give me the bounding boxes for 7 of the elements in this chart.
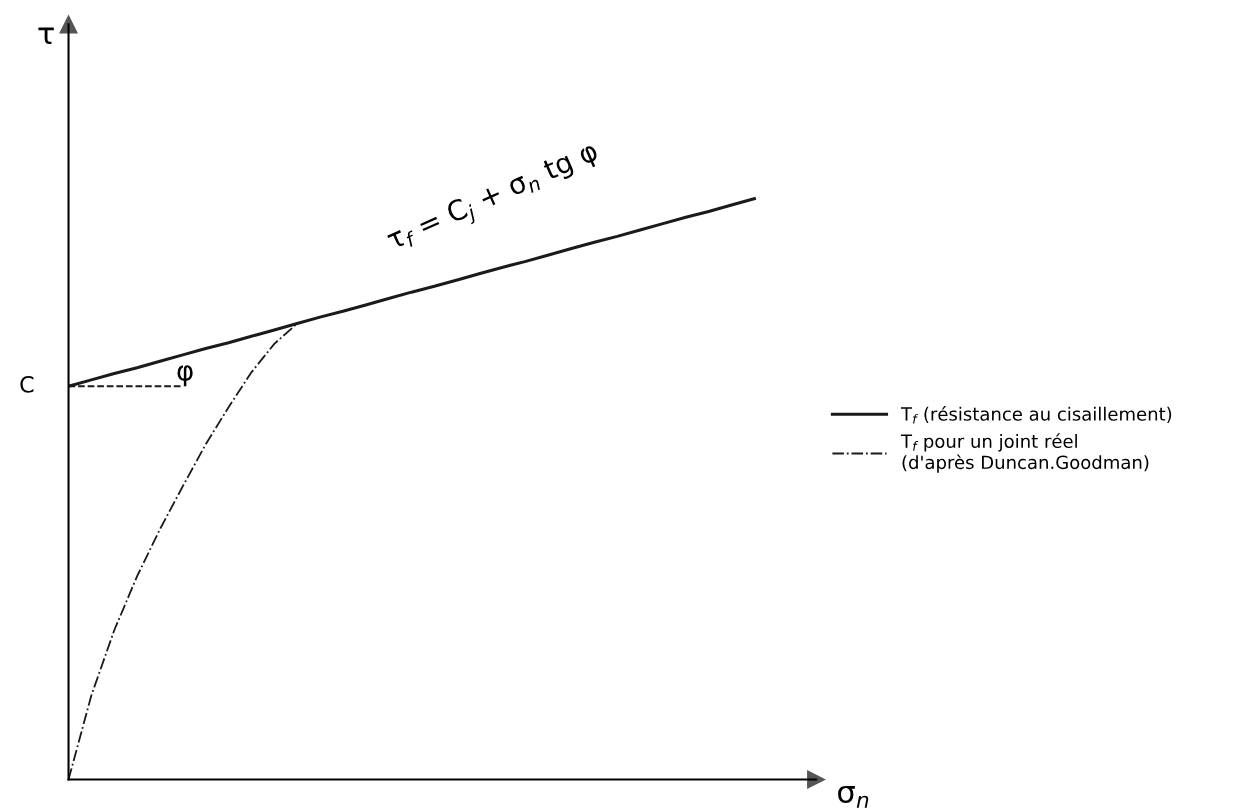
x-axis-title: σ$_{n}$ bbox=[838, 785, 869, 808]
text: τ bbox=[38, 27, 54, 45]
annotation: φ bbox=[177, 365, 193, 387]
legend-label: T$_{f}$ (résistance au cisaillement) bbox=[900, 406, 1172, 424]
legend-label: T$_{f}$ pour un joint réel (d'après Duncan.Goodman) bbox=[900, 433, 1149, 473]
text: C bbox=[20, 375, 34, 393]
annotation: τ$_{f}$ = C$_{j}$ + σ$_{n}$ tg φ bbox=[384, 139, 603, 258]
